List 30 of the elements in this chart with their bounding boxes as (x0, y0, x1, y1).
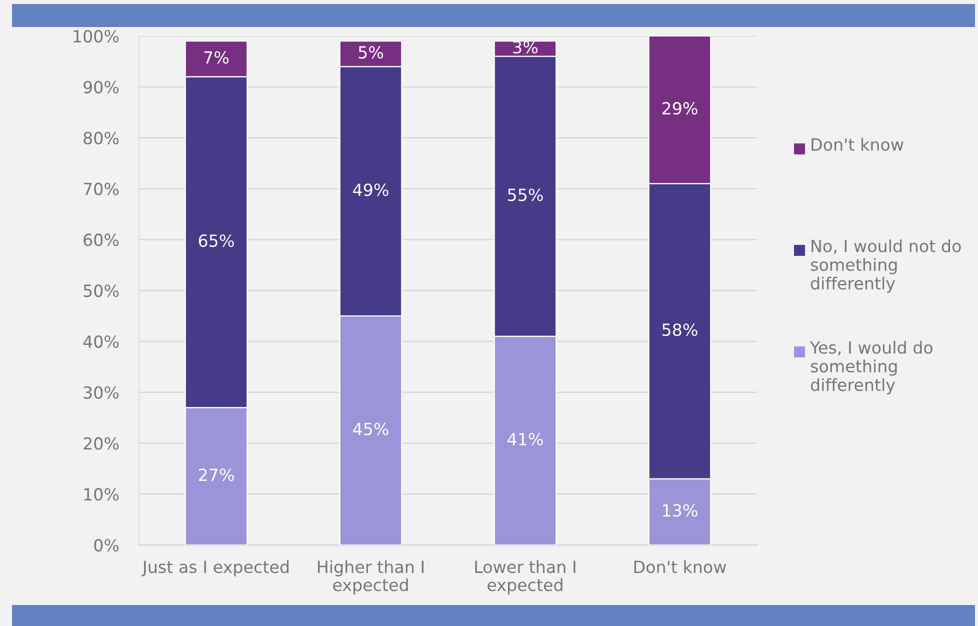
data-label: 55% (508, 188, 543, 202)
x-tick-label: Just as I expected (142, 560, 289, 576)
legend-label: Yes, I would do something differently (810, 340, 932, 394)
data-label: 27% (198, 468, 234, 482)
data-label: 13% (663, 504, 698, 517)
y-tick-label: 30% (84, 386, 119, 399)
x-tick-label: Don't know (634, 560, 726, 574)
y-tick-label: 90% (84, 80, 119, 94)
legend-label: Don't know (812, 138, 904, 151)
y-tick-label: 0% (94, 538, 119, 552)
data-label: 41% (508, 432, 543, 446)
data-label: 65% (198, 234, 234, 247)
data-label: 7% (204, 51, 229, 64)
legend-label: No, I would not do something differently (810, 239, 961, 293)
data-label: 49% (353, 183, 388, 196)
y-tick-label: 60% (84, 234, 119, 246)
data-label: 45% (353, 422, 388, 436)
data-label: 3% (513, 40, 538, 54)
y-tick-label: 100% (74, 30, 119, 43)
x-tick-label: Lower than I expected (475, 560, 576, 594)
y-tick-label: 50% (84, 284, 119, 298)
y-tick-label: 70% (84, 182, 119, 196)
data-label: 58% (662, 323, 698, 336)
data-label: 29% (662, 102, 698, 115)
y-tick-label: 80% (84, 132, 119, 144)
y-tick-label: 40% (83, 335, 119, 348)
x-tick-label: Higher than I expected (318, 560, 424, 594)
y-tick-label: 20% (84, 437, 119, 450)
data-label: 5% (358, 46, 384, 59)
y-tick-label: 10% (84, 488, 119, 501)
